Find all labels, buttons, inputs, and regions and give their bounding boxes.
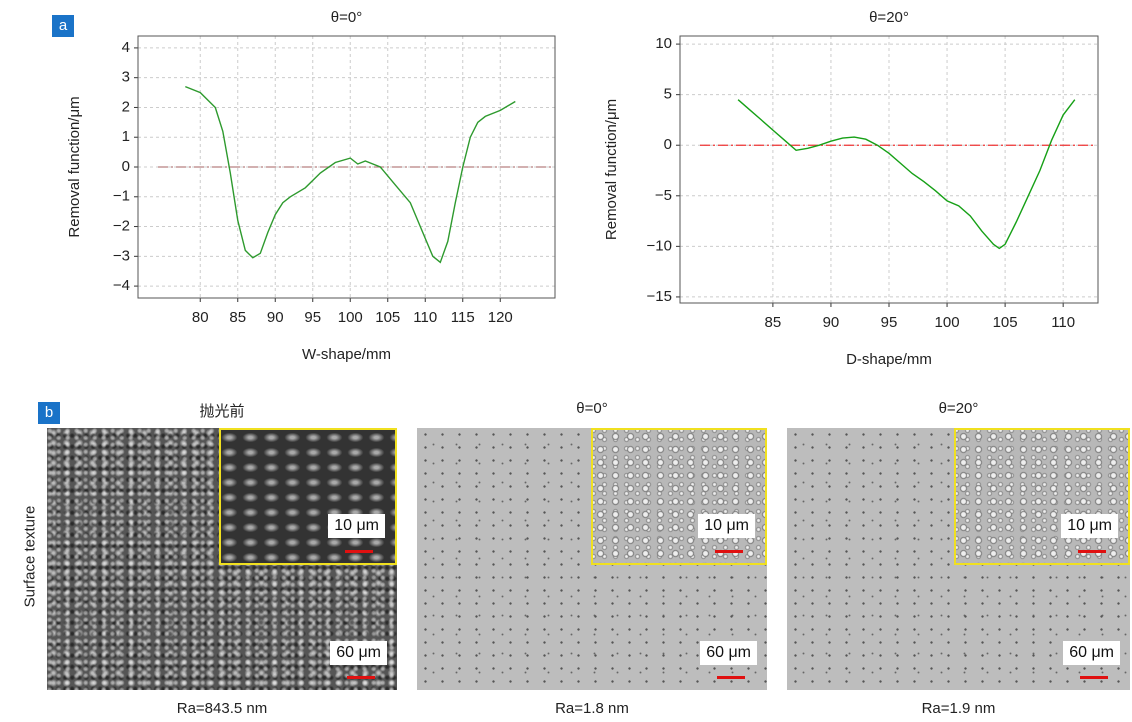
x-tick-label: 110: [413, 309, 437, 326]
x-tick-label: 100: [338, 309, 363, 326]
scale-label: 60 μm: [1063, 641, 1120, 665]
scale-bar: [715, 550, 743, 553]
scale-bar: [1078, 550, 1106, 553]
inset-image: 10 μm: [954, 428, 1130, 565]
y-tick-label: 4: [122, 39, 130, 56]
x-tick-label: 80: [192, 309, 209, 326]
y-tick-label: −5: [655, 187, 672, 204]
y-tick-label: −10: [647, 237, 672, 254]
image-title: θ=20°: [938, 400, 979, 417]
caption: Ra=1.9 nm: [921, 700, 996, 717]
x-tick-label: 115: [451, 309, 475, 326]
x-tick-label: 90: [823, 314, 840, 331]
micrograph: 10 μm 60 μm: [417, 428, 767, 690]
y-axis-label: Removal function/μm: [66, 96, 83, 237]
inset-image: 10 μm: [591, 428, 767, 565]
chart-title: θ=20°: [869, 9, 909, 26]
x-axis-label: W-shape/mm: [302, 346, 391, 363]
x-tick-label: 95: [881, 314, 898, 331]
x-tick-label: 90: [267, 309, 284, 326]
scale-label: 10 μm: [698, 514, 755, 538]
scale-label: 10 μm: [328, 514, 385, 538]
scale-bar: [345, 550, 373, 553]
x-axis-label: D-shape/mm: [846, 351, 932, 368]
y-tick-label: −2: [113, 218, 130, 235]
chart-title: θ=0°: [331, 9, 362, 26]
caption: Ra=843.5 nm: [176, 700, 268, 717]
micrograph: 10 μm 60 μm: [47, 428, 397, 690]
caption: Ra=1.8 nm: [555, 700, 629, 717]
scale-label: 10 μm: [1061, 514, 1118, 538]
y-tick-label: 2: [122, 98, 130, 115]
inset-image: 10 μm: [219, 428, 397, 565]
x-tick-label: 105: [375, 309, 400, 326]
row-label: Surface texture: [21, 505, 39, 608]
y-tick-label: 3: [122, 69, 130, 86]
scale-bar: [1080, 676, 1108, 679]
x-tick-label: 100: [935, 314, 960, 331]
image-title: θ=0°: [576, 400, 608, 417]
y-tick-label: 10: [655, 35, 672, 52]
scale-bar: [717, 676, 745, 679]
y-tick-label: −1: [113, 188, 130, 205]
x-tick-label: 120: [488, 309, 513, 326]
scale-label: 60 μm: [330, 641, 387, 665]
y-tick-label: −15: [647, 288, 672, 305]
y-tick-label: 0: [664, 136, 672, 153]
y-axis-label: Removal function/μm: [603, 99, 620, 240]
plot-frame: [679, 35, 1099, 304]
y-tick-label: 5: [664, 86, 672, 103]
x-tick-label: 95: [304, 309, 321, 326]
y-tick-label: 0: [122, 158, 130, 175]
y-tick-label: −4: [113, 277, 130, 294]
x-tick-label: 85: [765, 314, 782, 331]
x-tick-label: 105: [993, 314, 1018, 331]
y-tick-label: 1: [122, 128, 130, 145]
panel-label: a: [52, 15, 74, 37]
y-tick-label: −3: [113, 247, 130, 264]
scale-label: 60 μm: [700, 641, 757, 665]
plot-frame: [137, 35, 556, 299]
x-tick-label: 110: [1051, 314, 1075, 331]
panel-label: b: [38, 402, 60, 424]
data-line: [185, 85, 516, 264]
data-line: [737, 99, 1076, 250]
x-tick-label: 85: [229, 309, 246, 326]
image-title: 抛光前: [199, 403, 245, 420]
micrograph: 10 μm 60 μm: [787, 428, 1130, 690]
scale-bar: [347, 676, 375, 679]
